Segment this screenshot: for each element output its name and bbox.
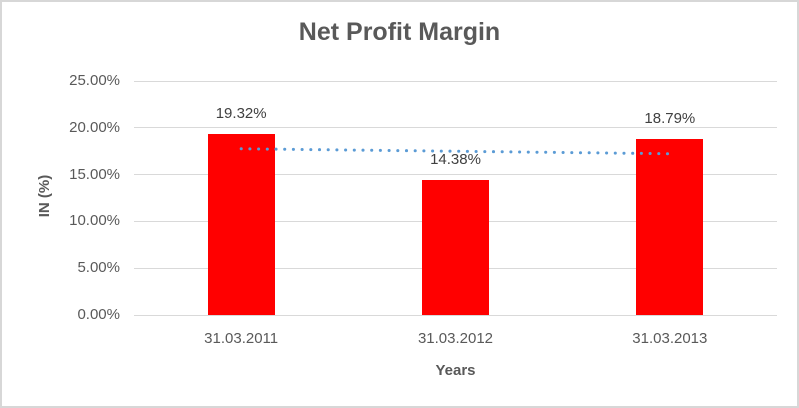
bar-31.03.2013: [636, 139, 704, 315]
bar-value-label: 14.38%: [430, 151, 481, 169]
y-tick-label: 0.00%: [77, 306, 120, 323]
y-axis-title: IN (%): [36, 174, 53, 218]
bar-31.03.2012: [422, 180, 489, 315]
gridline: [134, 80, 777, 82]
bar-value-label: 18.79%: [644, 110, 696, 128]
bar-value-label: 19.32%: [215, 105, 267, 123]
y-tick-label: 15.00%: [69, 165, 120, 183]
y-tick-label: 10.00%: [69, 212, 120, 230]
y-tick-label: 5.00%: [77, 259, 120, 277]
y-tick-label: 25.00%: [69, 72, 120, 89]
x-tick-label: 31.03.2013: [632, 330, 708, 347]
x-tick-label: 31.03.2012: [417, 330, 494, 347]
gridline: [134, 314, 777, 316]
gridline: [134, 174, 777, 176]
bar-31.03.2011: [207, 134, 275, 315]
x-tick-label: 31.03.2011: [204, 330, 279, 347]
y-tick-label: 20.00%: [69, 118, 120, 136]
gridline: [134, 127, 777, 129]
x-axis-title: Years: [435, 362, 476, 379]
chart-title: Net Profit Margin: [298, 18, 501, 46]
